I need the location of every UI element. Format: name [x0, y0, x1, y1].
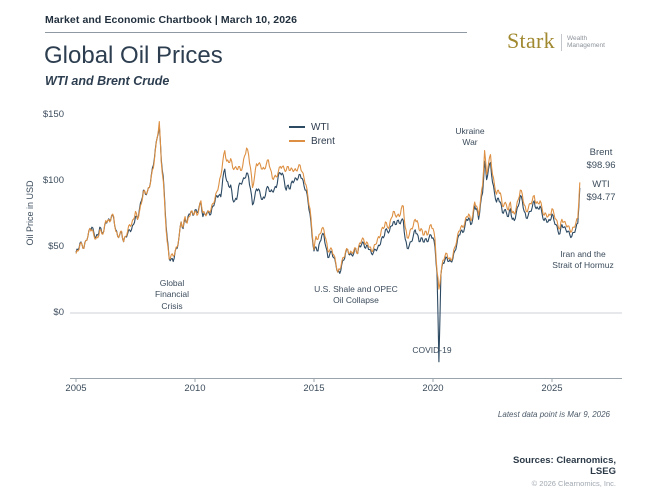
sources-line2: LSEG: [590, 466, 616, 477]
annotation-iran-strait-of-hormuz: Iran and the Strait of Hormuz: [552, 249, 614, 271]
brand-tagline-line1: Wealth: [566, 34, 588, 42]
page-title: Global Oil Prices: [44, 42, 223, 69]
y-tick-0: $0: [53, 307, 64, 318]
latest-data-note: Latest data point is Mar 9, 2026: [497, 410, 610, 419]
x-tick-2015: 2015: [303, 383, 325, 394]
copyright-note: © 2026 Clearnomics, Inc.: [531, 479, 616, 488]
y-tick-50: $50: [48, 241, 64, 252]
x-tick-2005: 2005: [65, 383, 87, 394]
annotation-us-shale-opec-collapse: U.S. Shale and OPEC Oil Collapse: [314, 284, 398, 306]
brand-tagline-line2: Management: [566, 42, 605, 49]
y-tick-150: $150: [42, 109, 64, 120]
annotation-global-financial-crisis: Global Financial Crisis: [154, 278, 190, 311]
chartbook-header: Market and Economic Chartbook | March 10…: [45, 14, 298, 26]
x-tick-2025: 2025: [541, 383, 563, 394]
series-line-brent: [75, 121, 581, 290]
header-divider: [45, 32, 467, 33]
annotation-ukraine-war: Ukraine War: [455, 126, 485, 148]
label-brent-last-price: Brent $98.96: [586, 147, 616, 171]
legend-label-wti: WTI: [311, 121, 330, 133]
y-axis-title: Oil Price in USD: [25, 180, 35, 246]
page-subtitle: WTI and Brent Crude: [45, 74, 170, 88]
label-wti-last-price: WTI $94.77: [586, 179, 616, 203]
brand-name: Stark: [507, 28, 555, 53]
y-tick-100: $100: [42, 175, 64, 186]
legend-label-brent: Brent: [311, 135, 335, 147]
brand-divider: [560, 33, 562, 51]
sources-note: Sources: Clearnomics, LSEG: [513, 455, 616, 477]
x-tick-2020: 2020: [422, 383, 444, 394]
brand-tagline: Wealth Management: [567, 35, 605, 50]
chart-legend: WTI Brent: [289, 120, 335, 148]
brent-line-swatch: [289, 140, 305, 142]
legend-item-wti: WTI: [289, 120, 335, 134]
sources-line1: Sources: Clearnomics,: [513, 455, 616, 466]
wti-line-swatch: [289, 126, 305, 128]
annotation-covid-19: COVID-19: [412, 345, 452, 355]
legend-item-brent: Brent: [289, 134, 335, 148]
brand-logo: Stark Wealth Management: [507, 28, 605, 54]
series-line-wti: [75, 125, 581, 363]
x-tick-2010: 2010: [184, 383, 206, 394]
